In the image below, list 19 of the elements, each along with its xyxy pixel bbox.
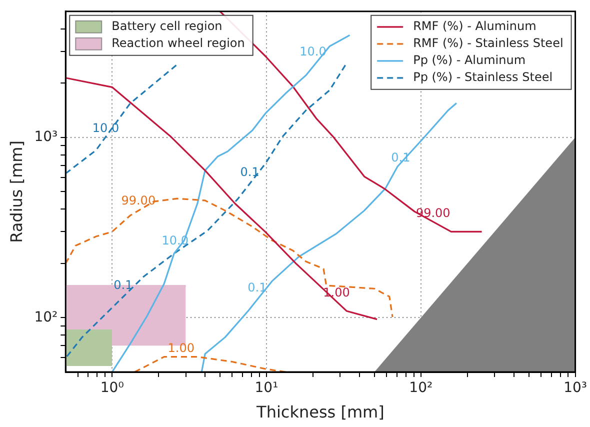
- x-tick-label: 10²: [409, 380, 433, 396]
- legend-label: Battery cell region: [112, 19, 222, 34]
- legend-label: Pp (%) - Stainless Steel: [413, 70, 553, 84]
- annotation: 0.1: [114, 278, 133, 292]
- legend-label: Reaction wheel region: [112, 36, 245, 50]
- annotation: 1.00: [168, 340, 194, 355]
- annotation: 0.1: [248, 280, 267, 295]
- y-axis-title: Radius [mm]: [6, 140, 26, 243]
- x-tick-label: 10⁰: [100, 380, 124, 396]
- legend-label: RMF (%) - Aluminum: [413, 19, 536, 34]
- annotation: 99.00: [416, 206, 450, 220]
- legend-label: RMF (%) - Stainless Steel: [413, 36, 564, 50]
- legend-label: Pp (%) - Aluminum: [413, 53, 526, 68]
- annotation: 99.00: [121, 193, 156, 208]
- x-tick-label: 10³: [564, 380, 588, 396]
- x-tick-label: 10¹: [254, 380, 278, 396]
- annotation: 0.1: [240, 164, 260, 179]
- x-axis-title: Thickness [mm]: [256, 402, 384, 422]
- annotation: 10.0: [92, 120, 120, 135]
